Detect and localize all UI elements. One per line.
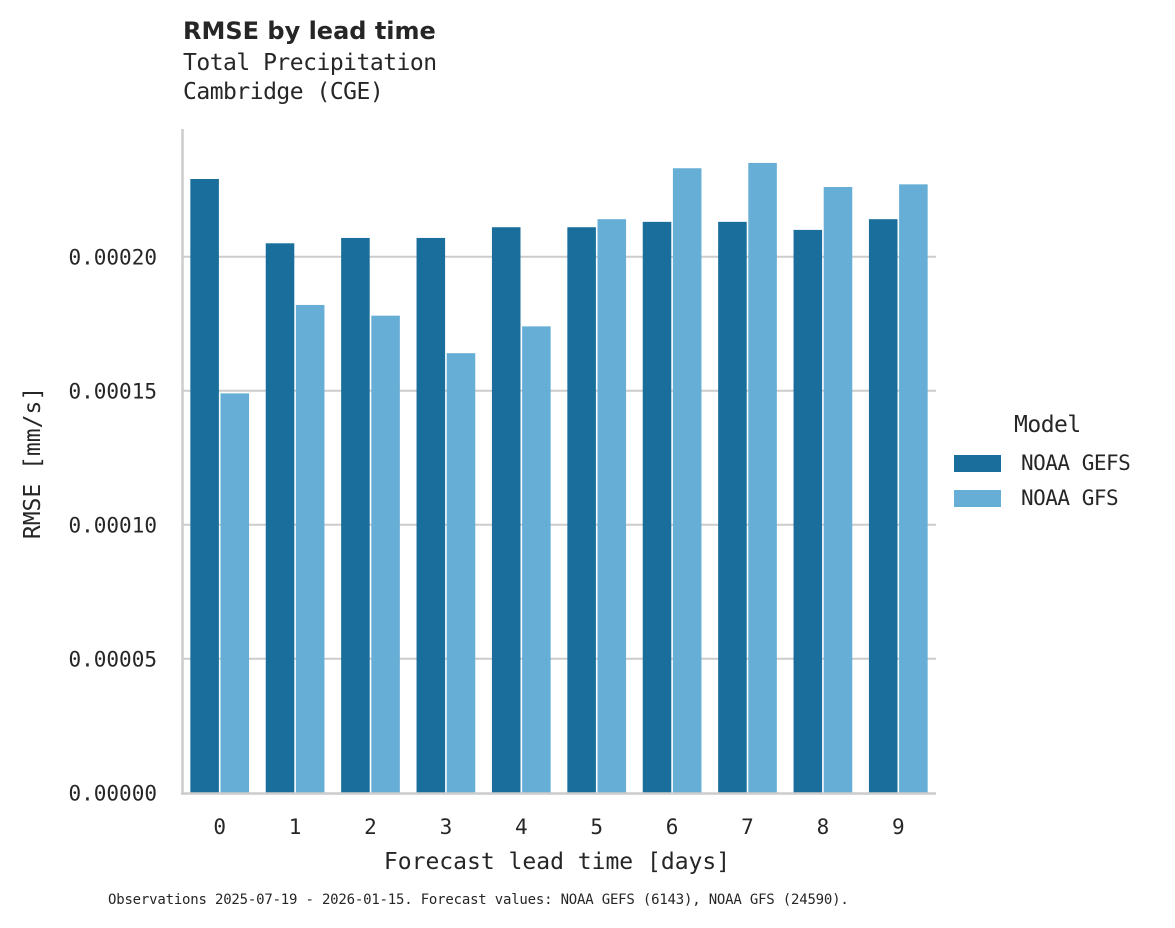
bar-gefs-day-3 <box>416 237 446 793</box>
bar-gfs-day-9 <box>899 184 928 793</box>
bars <box>190 162 928 793</box>
bar-gefs-day-7 <box>718 221 747 793</box>
x-tick-label: 5 <box>590 815 603 839</box>
bar-gfs-day-4 <box>522 326 551 793</box>
legend-label-gefs: NOAA GEFS <box>1021 451 1131 475</box>
x-tick-label: 2 <box>364 815 377 839</box>
legend-item-gefs: NOAA GEFS <box>954 450 1131 476</box>
x-tick-label: 1 <box>289 815 302 839</box>
y-tick-label: 0.00020 <box>68 246 157 270</box>
legend-title: Model <box>1014 412 1081 438</box>
y-tick-label: 0.00000 <box>68 782 157 806</box>
gridlines <box>182 255 936 660</box>
bar-gfs-day-6 <box>672 168 702 793</box>
bar-gefs-day-4 <box>491 227 521 793</box>
bar-gefs-day-0 <box>190 178 219 793</box>
bar-gfs-day-3 <box>446 353 476 793</box>
bar-gfs-day-8 <box>823 187 853 793</box>
x-tick-label: 4 <box>515 815 528 839</box>
y-tick-label: 0.00015 <box>68 380 157 404</box>
bar-gefs-day-5 <box>567 227 596 793</box>
bar-gefs-day-1 <box>265 243 295 793</box>
x-tick-label: 0 <box>213 815 226 839</box>
x-tick-label: 3 <box>440 815 453 839</box>
chart-title: RMSE by lead time <box>183 17 436 45</box>
bar-gfs-day-1 <box>295 304 325 793</box>
legend-swatch-gfs <box>954 489 1001 507</box>
x-tick-label: 6 <box>666 815 679 839</box>
legend-label-gfs: NOAA GFS <box>1021 486 1119 510</box>
x-tick-label: 8 <box>817 815 830 839</box>
legend-swatch-gefs <box>954 454 1001 472</box>
chart-subtitle-location: Cambridge (CGE) <box>183 79 384 105</box>
y-tick-labels: 0.00000 0.00005 0.00010 0.00015 0.00020 <box>68 246 157 806</box>
y-tick-label: 0.00005 <box>68 648 157 672</box>
x-tick-label: 9 <box>892 815 905 839</box>
x-axis-label: Forecast lead time [days] <box>384 849 730 875</box>
bar-gefs-day-9 <box>868 219 898 793</box>
chart-subtitle-variable: Total Precipitation <box>183 50 437 76</box>
bar-gfs-day-2 <box>371 315 400 793</box>
bar-gfs-day-7 <box>748 162 777 793</box>
bar-gfs-day-0 <box>220 393 250 793</box>
y-tick-label: 0.00010 <box>68 514 157 538</box>
bar-gefs-day-6 <box>642 221 672 793</box>
x-tick-label: 7 <box>741 815 754 839</box>
bar-gefs-day-8 <box>793 229 823 793</box>
x-tick-labels: 0 1 2 3 4 5 6 7 8 9 <box>213 815 904 839</box>
bar-gefs-day-2 <box>341 237 370 793</box>
footnote-caption: Observations 2025-07-19 - 2026-01-15. Fo… <box>108 892 849 908</box>
bar-gfs-day-5 <box>597 219 627 793</box>
y-axis-label: RMSE [mm/s] <box>20 387 46 539</box>
legend-item-gfs: NOAA GFS <box>954 485 1119 511</box>
